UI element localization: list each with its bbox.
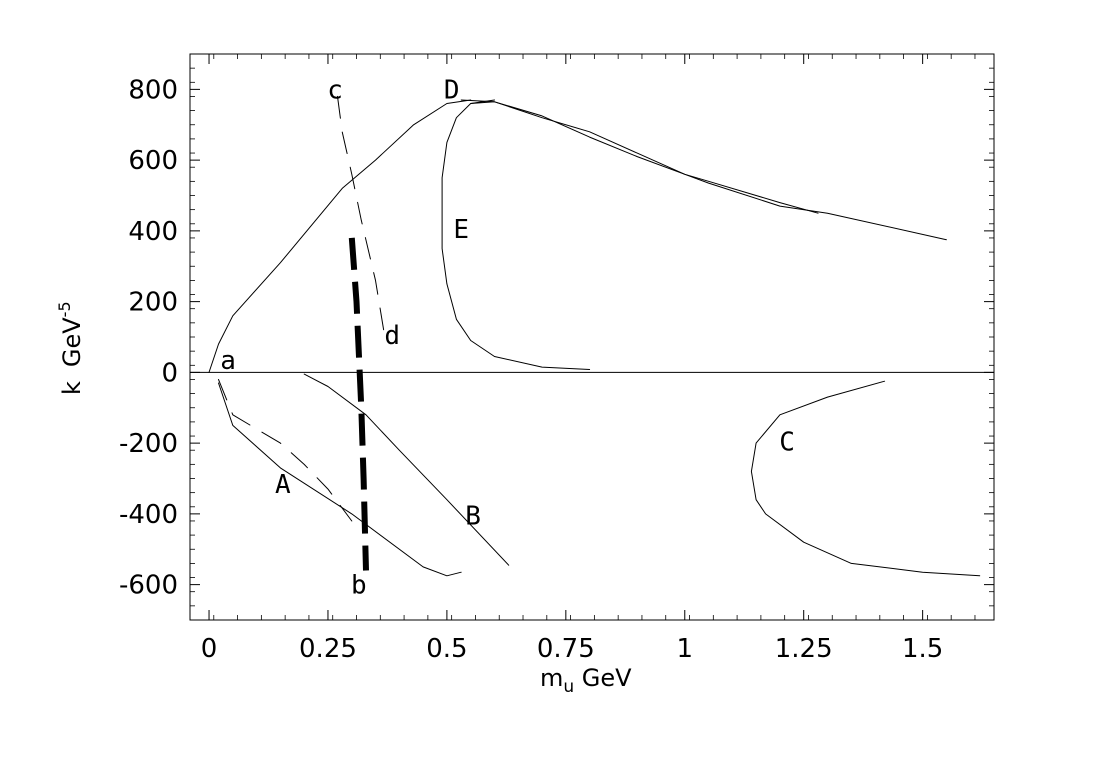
x-tick-label: 0.25 <box>299 634 357 664</box>
curve-label-D: D <box>444 75 460 105</box>
x-axis-title-subscript: u <box>563 677 574 697</box>
curve-label-B: B <box>465 502 481 532</box>
y-tick-label: -200 <box>119 429 178 459</box>
series-line-8 <box>337 95 386 340</box>
x-tick-label: 1 <box>676 634 693 664</box>
y-tick-label: 200 <box>128 288 178 318</box>
x-tick-label: 0.5 <box>426 634 467 664</box>
y-tick-label: 400 <box>128 217 178 247</box>
series-line-9 <box>348 237 369 571</box>
curve-label-c: c <box>327 75 343 105</box>
curve-label-b: b <box>351 571 367 601</box>
curve-label-A: A <box>275 470 291 500</box>
series-line-2 <box>470 101 819 214</box>
series-line-6 <box>750 380 981 577</box>
y-tick-label: 800 <box>128 75 178 105</box>
y-axis-title: kGeV-5 <box>55 301 86 395</box>
series-line-5 <box>303 373 510 566</box>
x-tick-label: 1.25 <box>775 634 833 664</box>
y-tick-label: 600 <box>128 146 178 176</box>
plot-frame <box>189 53 995 621</box>
curve-labels: a b c d A B C D E <box>220 75 795 600</box>
series-line-7 <box>218 379 353 522</box>
series-layer <box>208 95 981 577</box>
x-tick-label: 0.75 <box>537 634 595 664</box>
y-tick-label: 0 <box>161 358 178 388</box>
curve-label-d: d <box>384 321 400 351</box>
axis-ticks <box>189 53 994 621</box>
x-tick-label: 0 <box>201 634 218 664</box>
y-axis-title-exponent: -5 <box>55 301 74 317</box>
x-tick-label: 1.5 <box>902 634 943 664</box>
x-axis-title-unit: GeV <box>574 664 632 692</box>
x-axis-title: mu GeV <box>540 664 632 697</box>
curve-label-C: C <box>779 427 795 457</box>
series-line-0 <box>208 99 472 373</box>
y-tick-label: -400 <box>119 500 178 530</box>
series-line-4 <box>218 382 462 577</box>
y-axis-title-unit: GeV <box>58 317 86 367</box>
curve-label-a: a <box>220 346 236 376</box>
curve-label-E: E <box>453 215 469 245</box>
series-line-3 <box>441 99 591 370</box>
y-tick-label: -600 <box>119 571 178 601</box>
axis-tick-labels: 0 0.25 0.5 0.75 1 1.25 1.5 -600 -400 -200 0 200 400 6… <box>119 75 943 664</box>
